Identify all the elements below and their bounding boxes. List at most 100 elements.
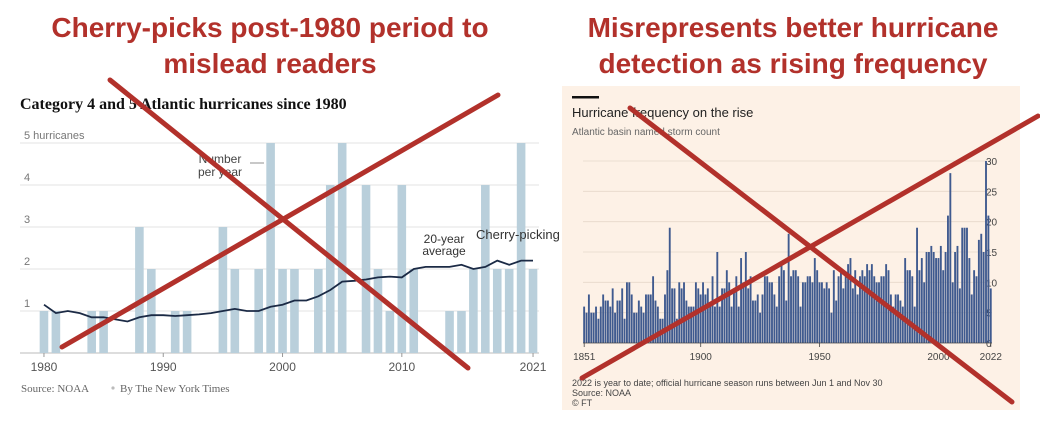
ft-bar	[623, 318, 626, 343]
ft-bar	[721, 288, 723, 343]
ft-bar	[637, 300, 640, 343]
ft-bar	[835, 300, 838, 343]
nyt-bar	[516, 143, 526, 353]
ft-bar	[863, 276, 866, 343]
ft-credit: © FT	[572, 398, 593, 408]
ft-bar	[887, 270, 890, 343]
ft-bar	[944, 252, 947, 343]
ft-bar	[773, 294, 776, 343]
ft-bar	[977, 239, 980, 343]
ft-bar	[854, 270, 857, 343]
ft-bar	[906, 270, 909, 343]
ft-bar	[820, 282, 823, 343]
nyt-bar	[504, 269, 514, 353]
nyt-y-tick-label: 3	[24, 214, 30, 226]
ft-bar	[987, 215, 990, 343]
ft-bar	[763, 276, 766, 343]
headline-left: Cherry-picks post-1980 period to mislead…	[10, 10, 530, 82]
ft-bar	[894, 294, 897, 343]
ft-bar	[718, 306, 721, 343]
ft-bar	[711, 276, 714, 343]
ft-bar	[878, 282, 880, 343]
nyt-annotation-cherry-picking: Cherry-picking	[476, 227, 560, 242]
ft-bar	[837, 276, 840, 343]
ft-bar	[597, 318, 600, 343]
ft-bar	[587, 294, 590, 343]
ft-x-tick-label: 1851	[573, 352, 596, 363]
ft-bar	[925, 252, 928, 343]
nyt-annotation-average-line-2: average	[422, 244, 466, 258]
nyt-annotation-bars-line-1: Number	[199, 152, 242, 166]
nyt-bar	[314, 269, 323, 353]
nyt-x-tick-label: 2000	[269, 360, 296, 374]
ft-bar	[930, 245, 933, 343]
ft-bar	[947, 215, 949, 343]
nyt-x-tick-label: 1990	[150, 360, 177, 374]
ft-bar	[633, 312, 636, 343]
ft-bar	[626, 282, 628, 343]
ft-bar	[932, 252, 935, 343]
nyt-bar	[445, 311, 454, 353]
ft-bar	[592, 312, 595, 343]
ft-bar	[697, 288, 700, 343]
ft-bar	[595, 306, 597, 343]
nyt-bar	[469, 269, 478, 353]
nyt-y-tick-label: 4	[24, 172, 30, 184]
ft-bar	[809, 276, 811, 343]
ft-bar	[989, 288, 992, 343]
ft-bar	[749, 276, 752, 343]
ft-x-tick-label: 1950	[808, 352, 831, 363]
ft-bar	[939, 245, 942, 343]
ft-bar	[725, 270, 728, 343]
ft-bar	[982, 252, 985, 343]
ft-chart-subtitle: Atlantic basin named storm count	[572, 127, 720, 138]
ft-bar	[766, 276, 769, 343]
ft-bar	[709, 306, 712, 343]
ft-bar	[609, 306, 612, 343]
ft-x-tick-label: 2022	[980, 352, 1003, 363]
ft-bar	[702, 282, 704, 343]
ft-bar	[652, 276, 655, 343]
ft-bar	[754, 300, 757, 343]
ft-bar	[856, 294, 859, 343]
ft-bar	[780, 264, 783, 343]
nyt-chart-title: Category 4 and 5 Atlantic hurricanes sin…	[20, 96, 347, 113]
nyt-bar	[397, 185, 407, 353]
ft-bar	[771, 282, 773, 343]
ft-bar	[656, 306, 659, 343]
ft-bar	[640, 306, 643, 343]
ft-bar	[797, 276, 800, 343]
ft-bar	[713, 306, 716, 343]
ft-bar	[949, 173, 952, 343]
ft-bar	[813, 258, 816, 343]
ft-bar	[728, 282, 731, 343]
nyt-bar	[39, 311, 49, 353]
ft-bar	[752, 300, 754, 343]
ft-bar	[630, 294, 633, 343]
ft-bar	[704, 294, 707, 343]
nyt-bar	[528, 269, 538, 353]
ft-bar	[590, 312, 593, 343]
ft-bar	[716, 252, 719, 343]
nyt-source: Source: NOAA	[21, 383, 89, 395]
ft-bar	[847, 264, 850, 343]
ft-bar	[602, 294, 605, 343]
ft-bar	[775, 306, 778, 343]
ft-bar	[690, 306, 693, 343]
ft-bar	[666, 270, 669, 343]
ft-bar	[649, 294, 652, 343]
ft-bar	[740, 258, 743, 343]
ft-bar	[918, 270, 921, 343]
nyt-x-tick-label: 1980	[31, 360, 58, 374]
ft-bar	[680, 288, 683, 343]
ft-x-tick-label: 2000	[927, 352, 950, 363]
ft-bar	[916, 227, 918, 343]
ft-bar	[937, 258, 940, 343]
ft-bar	[635, 312, 638, 343]
headline-right-line-2: detection as rising frequency	[598, 48, 988, 79]
ft-bar	[804, 282, 807, 343]
ft-bar	[606, 300, 609, 343]
ft-bar	[801, 282, 804, 343]
ft-bar	[685, 300, 688, 343]
headline-right-line-1: Misrepresents better hurricane	[587, 12, 999, 43]
